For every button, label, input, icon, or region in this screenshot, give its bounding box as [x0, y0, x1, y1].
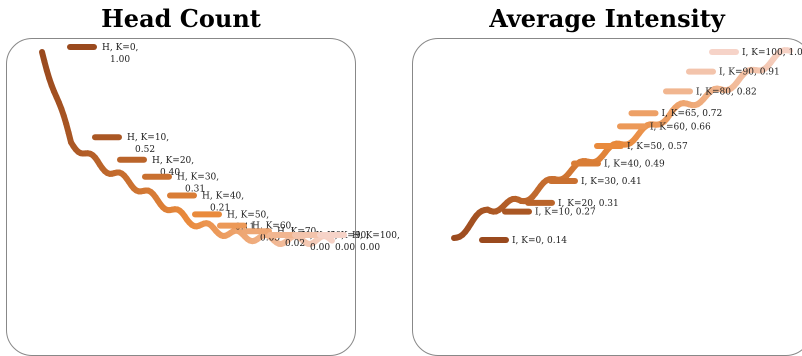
chart-title-average-intensity: Average Intensity — [489, 4, 725, 33]
intensity-label: I, K=50, 0.57 — [627, 142, 688, 152]
head-count-label: H, K=100, 0.00 — [352, 231, 400, 253]
intensity-label: I, K=40, 0.49 — [604, 159, 665, 169]
intensity-label: I, K=80, 0.82 — [696, 87, 757, 97]
intensity-label: I, K=10, 0.27 — [535, 208, 596, 218]
intensity-label: I, K=30, 0.41 — [581, 177, 642, 187]
head-count-label: H, K=20, 0.40 — [152, 156, 194, 178]
intensity-label: I, K=100, 1.00 — [742, 48, 802, 58]
head-count-label: H, K=30, 0.31 — [177, 173, 219, 195]
intensity-label: I, K=90, 0.91 — [719, 68, 780, 78]
head-count-label: H, K=10, 0.52 — [127, 133, 169, 155]
head-count-label: H, K=40, 0.21 — [202, 192, 244, 214]
intensity-label: I, K=0, 0.14 — [512, 236, 567, 246]
head-count-label: H, K=60, 0.05 — [252, 222, 294, 244]
head-count-line-segment — [326, 235, 335, 244]
head-count-label: H, K=0, 1.00 — [102, 43, 138, 65]
chart-title-head-count: Head Count — [101, 4, 261, 33]
intensity-label: I, K=65, 0.72 — [662, 109, 723, 119]
intensity-label: I, K=60, 0.66 — [650, 122, 711, 132]
intensity-label: I, K=20, 0.31 — [558, 199, 619, 209]
head-count-label: H, K=90, 0.00 — [327, 231, 369, 253]
